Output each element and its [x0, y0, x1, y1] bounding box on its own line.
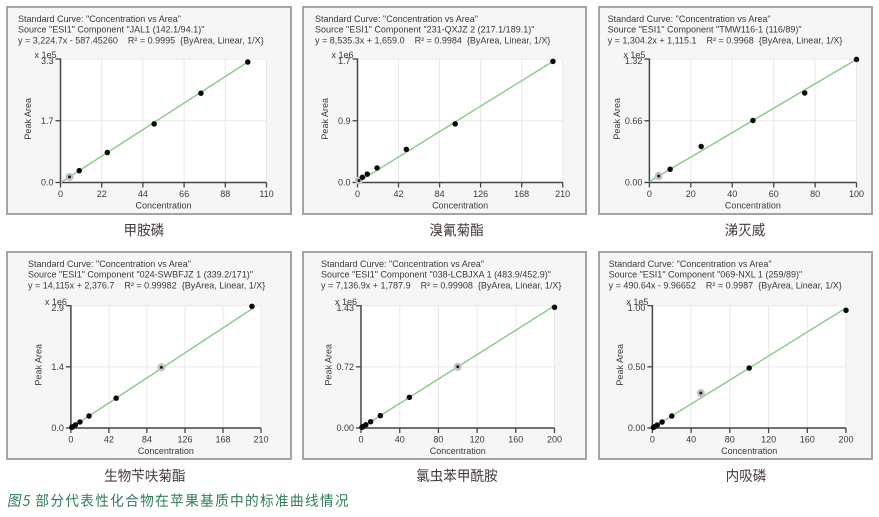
svg-text:Standard Curve: "Concentration: Standard Curve: "Concentration vs Area" — [608, 14, 771, 24]
svg-text:y = 14,115x + 2,376.7 R² =: y = 14,115x + 2,376.7 R² = 0.99982 {ByAr… — [28, 280, 265, 290]
svg-text:3.3: 3.3 — [41, 56, 54, 66]
svg-text:y = 490.64x - 9.96652 R² =: y = 490.64x - 9.96652 R² = 0.9987 {ByAre… — [609, 280, 842, 290]
svg-text:Source "ESI1" Component "024-S: Source "ESI1" Component "024-SWBFJZ 1 (3… — [28, 270, 253, 280]
svg-text:60: 60 — [769, 189, 779, 199]
svg-text:126: 126 — [473, 189, 488, 199]
svg-text:0.9: 0.9 — [338, 116, 351, 126]
svg-text:120: 120 — [470, 435, 485, 445]
svg-text:Peak Area: Peak Area — [612, 98, 622, 140]
svg-text:Peak Area: Peak Area — [23, 98, 33, 140]
svg-text:0.66: 0.66 — [625, 116, 643, 126]
svg-text:44: 44 — [138, 189, 148, 199]
svg-text:x 1e5: x 1e5 — [623, 50, 645, 60]
svg-text:0.50: 0.50 — [628, 362, 646, 372]
svg-text:0: 0 — [650, 435, 655, 445]
svg-text:y = 8,535.3x + 1,659.0 R² =: y = 8,535.3x + 1,659.0 R² = 0.9984 {ByAr… — [315, 35, 550, 45]
svg-text:Concentration: Concentration — [432, 201, 488, 211]
svg-text:1.4: 1.4 — [51, 362, 64, 372]
svg-text:Concentration: Concentration — [725, 201, 781, 211]
svg-text:x 1e5: x 1e5 — [626, 297, 648, 307]
svg-text:Standard Curve: "Concentration: Standard Curve: "Concentration vs Area" — [28, 259, 191, 269]
svg-text:40: 40 — [727, 189, 737, 199]
svg-text:80: 80 — [810, 189, 820, 199]
svg-text:1.43: 1.43 — [336, 303, 354, 313]
svg-text:y = 1,304.2x + 1,115.1 R² =: y = 1,304.2x + 1,115.1 R² = 0.9968 {ByAr… — [608, 35, 843, 45]
svg-text:Source "ESI1" Component "JAL1: Source "ESI1" Component "JAL1 (142.1/94.… — [18, 25, 204, 35]
svg-text:1.00: 1.00 — [628, 303, 646, 313]
svg-text:1.7: 1.7 — [338, 56, 351, 66]
svg-text:88: 88 — [220, 189, 230, 199]
svg-text:66: 66 — [179, 189, 189, 199]
svg-text:0: 0 — [355, 189, 360, 199]
svg-text:110: 110 — [259, 189, 273, 199]
svg-text:Source "ESI1" Component "TMW11: Source "ESI1" Component "TMW116-1 (116/8… — [608, 25, 802, 35]
svg-text:2.9: 2.9 — [51, 303, 64, 313]
svg-text:Source "ESI1" Component "069-N: Source "ESI1" Component "069-NXL 1 (259/… — [609, 270, 803, 280]
svg-text:x 1e6: x 1e6 — [45, 297, 67, 307]
svg-text:100: 100 — [849, 189, 864, 199]
svg-text:210: 210 — [253, 435, 268, 445]
svg-text:Standard Curve: "Concentration: Standard Curve: "Concentration vs Area" — [315, 14, 478, 24]
svg-text:40: 40 — [395, 435, 405, 445]
svg-text:Standard Curve: "Concentration: Standard Curve: "Concentration vs Area" — [18, 14, 181, 24]
svg-text:Concentration: Concentration — [430, 446, 486, 456]
svg-text:0.0: 0.0 — [41, 178, 54, 188]
svg-text:22: 22 — [97, 189, 107, 199]
svg-text:0: 0 — [647, 189, 652, 199]
svg-text:0.00: 0.00 — [625, 178, 643, 188]
svg-text:120: 120 — [761, 435, 776, 445]
svg-text:1.32: 1.32 — [625, 56, 643, 66]
svg-text:Peak Area: Peak Area — [320, 98, 330, 140]
svg-text:Standard Curve: "Concentration: Standard Curve: "Concentration vs Area" — [609, 259, 772, 269]
svg-text:126: 126 — [177, 435, 192, 445]
svg-text:168: 168 — [514, 189, 529, 199]
svg-text:200: 200 — [547, 435, 562, 445]
svg-text:42: 42 — [393, 189, 403, 199]
svg-text:0: 0 — [68, 435, 73, 445]
svg-text:84: 84 — [435, 189, 445, 199]
svg-text:x 1e6: x 1e6 — [332, 50, 354, 60]
svg-text:168: 168 — [215, 435, 230, 445]
svg-text:Concentration: Concentration — [138, 446, 194, 456]
svg-text:y = 3,224.7x - 587.45260 R²: y = 3,224.7x - 587.45260 R² = 0.9995 {By… — [18, 35, 264, 45]
svg-text:1.7: 1.7 — [41, 116, 54, 126]
svg-text:40: 40 — [686, 435, 696, 445]
svg-text:84: 84 — [142, 435, 152, 445]
svg-text:42: 42 — [104, 435, 114, 445]
svg-text:Source "ESI1" Component "231-Q: Source "ESI1" Component "231-QXJZ 2 (217… — [315, 25, 534, 35]
svg-text:Concentration: Concentration — [721, 446, 777, 456]
svg-text:0.0: 0.0 — [338, 178, 351, 188]
svg-text:x 1e5: x 1e5 — [35, 50, 57, 60]
svg-text:Standard Curve: "Concentration: Standard Curve: "Concentration vs Area" — [321, 259, 484, 269]
svg-text:0: 0 — [358, 435, 363, 445]
svg-text:160: 160 — [508, 435, 523, 445]
svg-text:20: 20 — [686, 189, 696, 199]
svg-text:Peak Area: Peak Area — [33, 344, 43, 386]
svg-text:200: 200 — [838, 435, 853, 445]
svg-text:0.00: 0.00 — [628, 423, 646, 433]
svg-text:y = 7,136.9x + 1,787.9 R² =: y = 7,136.9x + 1,787.9 R² = 0.99908 {ByA… — [321, 280, 561, 290]
svg-text:Source "ESI1" Component "038-L: Source "ESI1" Component "038-LCBJXA 1 (4… — [321, 270, 551, 280]
svg-text:Peak Area: Peak Area — [615, 344, 625, 386]
svg-text:x 1e6: x 1e6 — [335, 297, 357, 307]
svg-text:Concentration: Concentration — [135, 201, 191, 211]
svg-text:Peak Area: Peak Area — [324, 344, 334, 386]
svg-text:210: 210 — [555, 189, 570, 199]
svg-text:0.0: 0.0 — [51, 423, 64, 433]
svg-text:80: 80 — [725, 435, 735, 445]
svg-text:0: 0 — [58, 189, 63, 199]
svg-text:0.72: 0.72 — [336, 362, 354, 372]
svg-text:0.00: 0.00 — [336, 423, 354, 433]
svg-text:80: 80 — [433, 435, 443, 445]
svg-text:160: 160 — [800, 435, 815, 445]
